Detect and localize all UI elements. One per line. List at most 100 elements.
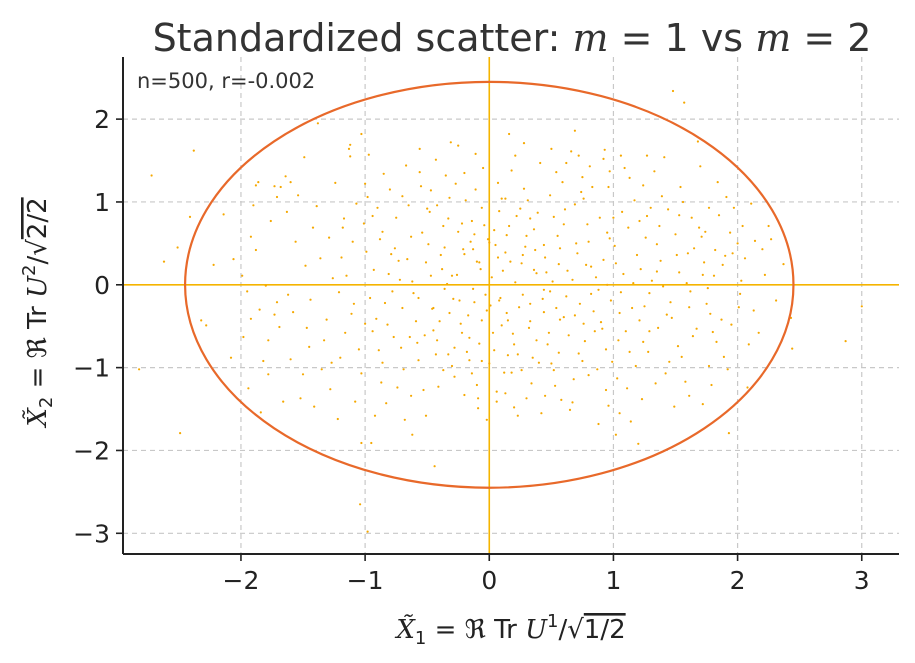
data-point [688, 394, 691, 397]
data-point [592, 310, 595, 313]
data-point [273, 313, 276, 316]
data-point [711, 330, 714, 334]
data-point [299, 397, 302, 400]
data-point [654, 382, 657, 385]
data-point [495, 400, 498, 403]
data-point [522, 142, 526, 145]
data-point [313, 405, 316, 408]
data-point [500, 197, 503, 200]
data-point [401, 195, 404, 198]
data-point [621, 210, 624, 213]
data-point [252, 204, 255, 207]
data-point [375, 317, 378, 320]
data-point [475, 260, 478, 263]
data-point [289, 358, 292, 361]
data-point [319, 257, 322, 260]
data-point [344, 331, 347, 334]
data-point [547, 331, 551, 334]
data-point [581, 176, 584, 179]
data-point [443, 287, 446, 290]
data-point [472, 248, 475, 251]
data-point [495, 390, 498, 393]
data-point [645, 154, 649, 157]
data-point [500, 324, 503, 327]
data-point [418, 147, 421, 150]
data-point [434, 353, 437, 356]
data-point [612, 216, 615, 219]
data-point [342, 217, 346, 220]
data-point [587, 240, 590, 243]
data-point [663, 156, 666, 159]
data-point [585, 263, 588, 266]
data-point [698, 226, 701, 229]
data-point [554, 384, 557, 387]
data-point [388, 188, 391, 191]
data-point [341, 226, 344, 229]
data-point [320, 368, 323, 371]
data-point [521, 253, 524, 257]
data-point [514, 281, 517, 284]
data-point [676, 345, 680, 348]
data-point [516, 414, 519, 417]
data-point [426, 207, 429, 210]
data-point [561, 181, 564, 184]
chart-title-text: Standardized scatter: [153, 16, 573, 60]
data-point [294, 240, 297, 243]
data-point [555, 306, 558, 310]
data-point [328, 236, 331, 239]
data-point [385, 402, 388, 405]
data-point [285, 210, 288, 213]
data-point [381, 230, 384, 233]
data-point [463, 393, 466, 397]
data-point [406, 258, 409, 261]
data-point [176, 246, 179, 249]
data-point [366, 195, 369, 199]
data-point [407, 204, 410, 207]
data-point [438, 320, 441, 323]
data-point [480, 359, 483, 363]
data-point [624, 330, 627, 333]
data-point [417, 359, 420, 362]
data-point [525, 234, 528, 237]
data-point [721, 263, 724, 266]
data-point [205, 324, 208, 327]
data-point [535, 339, 538, 342]
data-point [729, 231, 732, 234]
data-point [542, 243, 546, 247]
data-point [371, 214, 374, 218]
data-point [428, 210, 431, 213]
data-point [614, 433, 618, 436]
data-point [488, 241, 491, 244]
data-point [246, 290, 249, 293]
data-point [575, 242, 578, 245]
data-point [284, 175, 287, 178]
data-point [545, 271, 548, 274]
data-point [345, 274, 348, 277]
data-point [514, 154, 517, 157]
data-point [604, 348, 608, 351]
data-point [761, 248, 764, 251]
data-point [371, 330, 374, 333]
data-point [583, 340, 587, 343]
data-point [287, 293, 290, 296]
data-point [316, 122, 319, 125]
reference-lines [123, 57, 899, 554]
data-point [378, 238, 382, 241]
data-point [360, 372, 363, 375]
data-point [709, 312, 712, 315]
data-point [350, 312, 353, 315]
data-point [498, 299, 501, 302]
data-point [634, 364, 637, 368]
data-point [685, 282, 688, 285]
data-point [741, 224, 744, 228]
data-point [607, 404, 610, 407]
data-point [396, 386, 399, 389]
data-point [473, 301, 476, 304]
data-point [659, 259, 662, 262]
data-point [577, 352, 580, 355]
data-point [642, 184, 645, 187]
data-point [463, 171, 466, 175]
data-point [510, 371, 513, 374]
data-point [549, 290, 552, 293]
data-point [565, 295, 568, 298]
